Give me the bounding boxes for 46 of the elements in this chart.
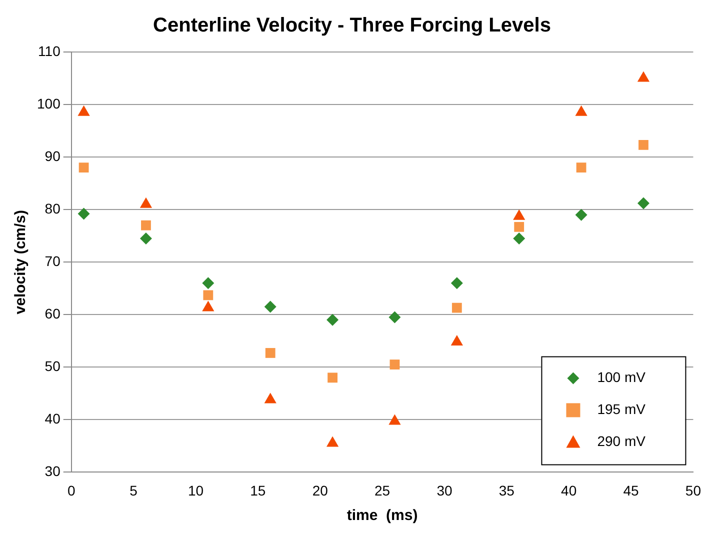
chart-title: Centerline Velocity - Three Forcing Levels xyxy=(153,14,551,37)
x-tick-label: 25 xyxy=(374,482,390,498)
y-tick-label: 70 xyxy=(44,252,61,269)
point xyxy=(326,314,339,326)
x-tick-label: 0 xyxy=(67,482,76,498)
legend-label: 195 mV xyxy=(597,401,646,418)
point xyxy=(513,232,526,244)
legend-label: 100 mV xyxy=(597,369,646,386)
point xyxy=(203,290,214,300)
point xyxy=(575,208,588,221)
point xyxy=(576,162,586,173)
point xyxy=(638,140,648,150)
y-tick-label: 30 xyxy=(44,463,61,480)
x-tick-label: 35 xyxy=(498,482,515,498)
point xyxy=(452,302,462,313)
y-tick-label: 50 xyxy=(44,358,61,374)
point xyxy=(264,300,276,313)
point xyxy=(78,162,89,173)
x-axis-title: time (ms) xyxy=(346,507,418,524)
y-tick-label: 40 xyxy=(44,410,61,427)
point xyxy=(202,277,214,290)
x-tick-label: 50 xyxy=(685,482,702,498)
point xyxy=(388,311,401,324)
y-tick-label: 110 xyxy=(38,42,61,59)
point xyxy=(140,232,152,244)
point xyxy=(78,208,90,220)
y-tick-label: 100 xyxy=(37,95,61,112)
point xyxy=(390,360,400,370)
legend-label: 290 mV xyxy=(597,433,646,450)
point xyxy=(514,222,524,232)
x-tick-label: 40 xyxy=(561,482,577,498)
x-tick-label: 45 xyxy=(623,482,640,498)
point xyxy=(450,277,463,290)
x-tick-label: 15 xyxy=(250,482,266,498)
y-tick-label: 80 xyxy=(44,200,61,216)
point xyxy=(141,220,151,230)
point xyxy=(265,348,276,358)
y-tick-label: 60 xyxy=(44,305,61,322)
x-tick-label: 20 xyxy=(312,482,328,498)
y-axis-title: velocity (cm/s) xyxy=(12,210,30,314)
x-tick-label: 10 xyxy=(188,482,204,498)
point xyxy=(328,372,338,383)
x-tick-label: 5 xyxy=(130,482,138,498)
point xyxy=(637,197,650,210)
x-tick-label: 30 xyxy=(436,482,452,498)
y-tick-label: 90 xyxy=(44,148,61,164)
